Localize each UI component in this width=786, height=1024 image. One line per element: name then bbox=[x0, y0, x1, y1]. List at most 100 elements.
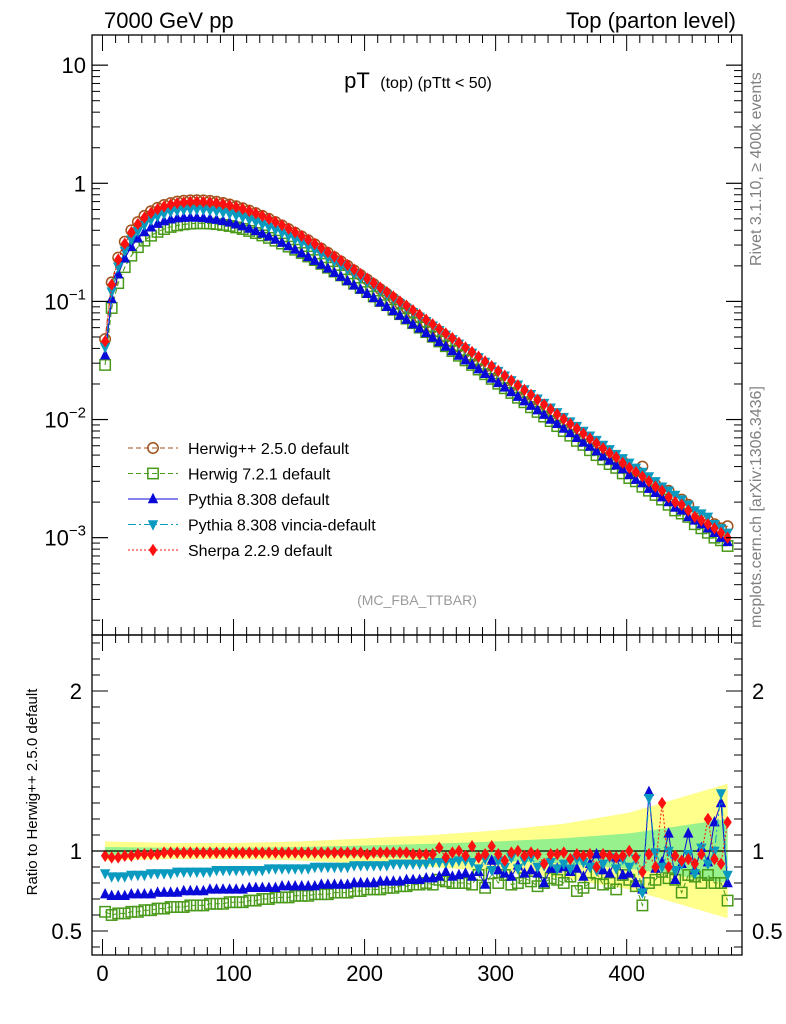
series-4-point bbox=[349, 263, 359, 276]
ratio-series-3-point bbox=[199, 846, 208, 859]
ratio-series-3-point bbox=[710, 852, 719, 866]
ratio-series-0-point bbox=[289, 889, 302, 902]
ratio-series-3-point bbox=[192, 846, 202, 859]
ratio-series-0-point bbox=[105, 909, 118, 921]
series-4-point bbox=[448, 331, 457, 345]
ratio-series-0-point bbox=[302, 889, 315, 902]
ratio-series-2-point bbox=[355, 861, 366, 872]
ratio-series-3-point bbox=[480, 848, 490, 861]
ratio-series-0-point bbox=[295, 889, 308, 902]
series-4-point bbox=[533, 393, 542, 406]
series-3-point bbox=[178, 205, 189, 217]
ratio-series-3-point bbox=[716, 857, 726, 870]
series-4-point bbox=[618, 456, 627, 470]
series-4-point bbox=[710, 522, 719, 535]
series-3-point bbox=[106, 287, 117, 298]
ratio-series-1-point bbox=[506, 870, 517, 881]
ratio-series-0-point bbox=[249, 894, 262, 907]
ratio-series-1-point bbox=[185, 884, 196, 896]
series-4-point bbox=[467, 345, 477, 359]
ratio-series-2-point bbox=[211, 866, 222, 877]
ratio-series-0-point bbox=[230, 896, 243, 909]
ratio-series-2-point bbox=[171, 867, 183, 878]
ratio-series-2-point bbox=[289, 864, 301, 875]
x-tick-label: 400 bbox=[608, 961, 645, 986]
series-4-point bbox=[172, 197, 182, 210]
ratio-series-3-point bbox=[690, 857, 700, 870]
series-3-point bbox=[171, 206, 183, 217]
ratio-series-1-point bbox=[158, 886, 170, 897]
series-2-point bbox=[316, 258, 327, 269]
series-4-point bbox=[592, 437, 601, 450]
ratio-series-0-point bbox=[210, 897, 223, 910]
ratio-series-1-point bbox=[322, 878, 334, 889]
ratio-series-3-point bbox=[500, 854, 510, 867]
ratio-data-marks bbox=[92, 785, 742, 921]
series-3-line bbox=[104, 208, 728, 534]
series-4-point bbox=[454, 336, 464, 349]
ratio-y-tick-label: 1 bbox=[70, 839, 82, 864]
ratio-series-1-point bbox=[152, 886, 163, 897]
ratio-series-1-point bbox=[335, 878, 347, 889]
series-4-point bbox=[231, 200, 241, 214]
ratio-series-1-point bbox=[407, 873, 419, 884]
series-2-point bbox=[558, 422, 569, 433]
series-4-point bbox=[297, 229, 306, 243]
ratio-series-2-point bbox=[722, 870, 733, 882]
ratio-series-0-point bbox=[643, 877, 655, 889]
header-collision: 7000 GeV pp bbox=[104, 8, 234, 33]
ratio-series-1-point bbox=[434, 870, 445, 881]
series-4-point bbox=[421, 313, 431, 326]
ratio-series-3-point bbox=[611, 851, 621, 864]
ratio-series-1-point bbox=[643, 785, 655, 796]
series-4-point bbox=[140, 211, 149, 224]
series-2-point bbox=[394, 309, 406, 320]
ratio-series-2-point bbox=[342, 862, 353, 874]
series-2-point bbox=[362, 287, 373, 298]
ratio-series-0-point bbox=[203, 897, 216, 910]
ratio-series-2-point bbox=[512, 864, 524, 875]
series-4-point bbox=[546, 403, 555, 416]
ratio-series-0-point bbox=[492, 877, 505, 889]
ratio-series-3-point bbox=[382, 846, 392, 859]
series-4-point bbox=[441, 327, 451, 340]
ratio-series-3-point bbox=[277, 846, 287, 859]
ratio-axes: 0.5 0.5 1 1 2 2 0 100 200 300 400 bbox=[51, 635, 783, 986]
ratio-series-1-point bbox=[630, 876, 642, 888]
ratio-series-2-point bbox=[394, 859, 406, 870]
series-3-point bbox=[283, 231, 294, 243]
ratio-series-3-point bbox=[487, 840, 496, 853]
ratio-series-1-point bbox=[722, 876, 733, 888]
ratio-series-0-point bbox=[197, 899, 210, 912]
ratio-series-3-point bbox=[140, 848, 149, 861]
series-2-point bbox=[185, 211, 196, 222]
ratio-series-3-point bbox=[559, 846, 568, 859]
legend-marker bbox=[147, 520, 159, 531]
main-data-marks bbox=[99, 194, 734, 552]
series-4-point bbox=[585, 432, 595, 445]
ratio-series-3-point bbox=[264, 846, 274, 859]
series-4-point bbox=[225, 199, 234, 212]
ratio-series-2-point bbox=[650, 848, 661, 859]
ratio-series-3-point bbox=[441, 851, 451, 864]
ratio-series-0-point bbox=[695, 877, 708, 889]
series-2-point bbox=[388, 304, 399, 316]
ratio-series-3-point bbox=[631, 851, 641, 864]
ratio-series-3-point bbox=[245, 846, 254, 859]
ratio-series-1-point bbox=[204, 883, 216, 894]
series-2-point bbox=[414, 322, 425, 333]
series-3-point bbox=[145, 215, 157, 227]
x-tick-label: 300 bbox=[477, 961, 514, 986]
series-2-point bbox=[466, 358, 478, 369]
ratio-series-1-point bbox=[479, 878, 491, 889]
ratio-series-2-point bbox=[453, 856, 465, 867]
ratio-series-3-point bbox=[566, 852, 575, 866]
series-4-point bbox=[500, 369, 510, 382]
ratio-series-2-point bbox=[126, 870, 137, 882]
ratio-series-1-point bbox=[362, 876, 373, 888]
series-2-point bbox=[211, 213, 222, 224]
series-2-point bbox=[106, 292, 117, 304]
y-tick-base: 10 bbox=[44, 526, 68, 551]
